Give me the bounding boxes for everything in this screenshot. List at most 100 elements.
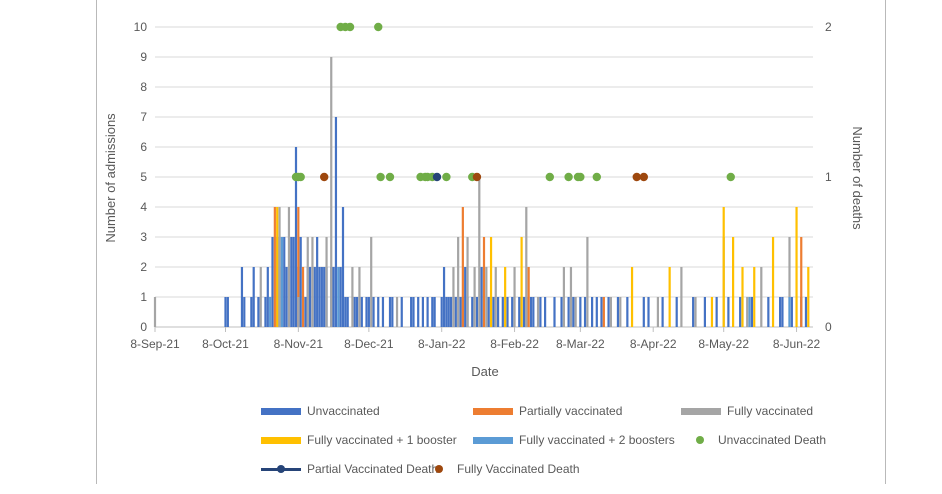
unvaccinated-bar	[506, 297, 509, 327]
unvaccinated-bar	[487, 297, 490, 327]
legend-label: Unvaccinated	[307, 404, 380, 418]
booster_2-bar	[280, 237, 283, 327]
partially_vaccinated-bar	[482, 237, 486, 327]
unvaccinated_death-marker	[576, 172, 585, 182]
fully_vaccinated-bar	[297, 297, 300, 327]
y-left-tick-label: 6	[140, 140, 147, 154]
legend-item-booster-2: Fully vaccinated + 2 boosters	[473, 433, 675, 447]
booster_1-bar	[771, 237, 775, 327]
booster_1-bar	[722, 207, 725, 327]
x-tick-label: 8-Dec-21	[344, 337, 394, 351]
unvaccinated-bar	[607, 297, 610, 327]
legend-swatch	[261, 464, 301, 473]
unvaccinated-bar	[727, 297, 730, 327]
unvaccinated-bar	[572, 297, 575, 327]
bar-series	[153, 57, 810, 327]
fully_vaccinated_death-marker	[472, 172, 482, 182]
death-series	[291, 22, 735, 182]
unvaccinated-bar	[579, 297, 582, 327]
unvaccinated-bar	[532, 297, 535, 327]
unvaccinated-bar	[600, 297, 603, 327]
fully_vaccinated-bar	[351, 267, 354, 327]
unvaccinated-bar	[567, 297, 570, 327]
unvaccinated-bar	[257, 297, 260, 327]
unvaccinated-bar	[344, 297, 347, 327]
fully_vaccinated-bar	[278, 207, 281, 327]
booster_1-bar	[807, 267, 810, 327]
unvaccinated-bar	[224, 297, 227, 327]
legend-label: Fully Vaccinated Death	[457, 462, 580, 476]
legend-swatch	[261, 407, 301, 415]
unvaccinated-bar	[529, 297, 533, 327]
unvaccinated-bar	[356, 297, 359, 327]
booster_1-bar	[504, 267, 507, 327]
fully_vaccinated-bar	[452, 267, 455, 327]
unvaccinated-bar	[250, 297, 253, 327]
fully_vaccinated-bar	[694, 297, 697, 327]
unvaccinated_death-marker	[385, 172, 395, 182]
fully_vaccinated-bar	[358, 267, 361, 327]
unvaccinated-bar	[790, 297, 793, 327]
unvaccinated-bar	[400, 297, 403, 327]
x-tick-label: 8-Mar-22	[556, 337, 605, 351]
unvaccinated-bar	[367, 297, 370, 327]
y-left-tick-label: 8	[140, 80, 147, 94]
unvaccinated-bar	[292, 237, 295, 327]
unvaccinated-bar	[316, 237, 319, 327]
unvaccinated_death-marker	[726, 172, 735, 182]
unvaccinated-bar	[290, 237, 293, 327]
fully_vaccinated-bar	[513, 267, 516, 327]
unvaccinated-bar	[454, 297, 457, 327]
unvaccinated-bar	[412, 297, 415, 327]
unvaccinated-bar	[360, 297, 363, 327]
legend-swatch	[261, 436, 301, 444]
fully_vaccinated-bar	[619, 297, 622, 327]
fully_vaccinated-bar	[478, 177, 481, 327]
unvaccinated-bar	[440, 297, 443, 327]
unvaccinated-bar	[320, 267, 323, 327]
y-left-tick-label: 0	[140, 320, 147, 334]
unvaccinated-bar	[294, 147, 298, 327]
partially_vaccinated-bar	[297, 207, 300, 327]
fully_vaccinated-bar	[395, 297, 399, 327]
unvaccinated_death-marker	[296, 172, 305, 182]
unvaccinated-bar	[339, 267, 342, 327]
x-tick-label: 8-Sep-21	[130, 337, 180, 351]
unvaccinated-bar	[304, 297, 307, 327]
booster_2-bar	[269, 297, 272, 327]
booster_2-bar	[337, 267, 340, 327]
legend-swatch	[681, 407, 721, 415]
unvaccinated-bar	[309, 267, 312, 327]
booster_1-bar	[276, 207, 279, 327]
x-tick-label: 8-Apr-22	[630, 337, 677, 351]
unvaccinated-bar	[318, 267, 321, 327]
unvaccinated-bar	[626, 297, 629, 327]
unvaccinated-bar	[739, 297, 742, 327]
unvaccinated_death-marker	[442, 172, 451, 182]
unvaccinated-bar	[501, 297, 504, 327]
unvaccinated-bar	[442, 267, 446, 327]
legend-swatch	[473, 407, 513, 415]
unvaccinated-bar	[365, 297, 368, 327]
unvaccinated-bar	[781, 297, 784, 327]
legend-swatch	[473, 436, 513, 444]
unvaccinated_death-marker	[545, 172, 554, 182]
y-left-axis-title: Number of admissions	[103, 113, 118, 243]
booster_1-bar	[732, 237, 735, 327]
unvaccinated-bar	[450, 297, 453, 327]
unvaccinated-bar	[464, 267, 467, 327]
y-left-tick-label: 4	[140, 200, 147, 214]
fully_vaccinated-bar	[609, 297, 612, 327]
fully_vaccinated-bar	[153, 297, 157, 327]
unvaccinated_death-marker	[374, 22, 383, 32]
legend-label: Partially vaccinated	[519, 404, 623, 418]
legend-item-partial-vaccinated-death: Partial Vaccinated Death	[261, 462, 438, 476]
unvaccinated-bar	[471, 297, 474, 327]
unvaccinated-bar	[283, 237, 286, 327]
partially_vaccinated-bar	[800, 237, 803, 327]
fully_vaccinated-bar	[306, 237, 309, 327]
fully_vaccinated-bar	[574, 297, 577, 327]
unvaccinated-bar	[511, 297, 514, 327]
booster_1-bar	[489, 237, 493, 327]
legend-label: Fully vaccinated + 1 booster	[307, 433, 457, 447]
